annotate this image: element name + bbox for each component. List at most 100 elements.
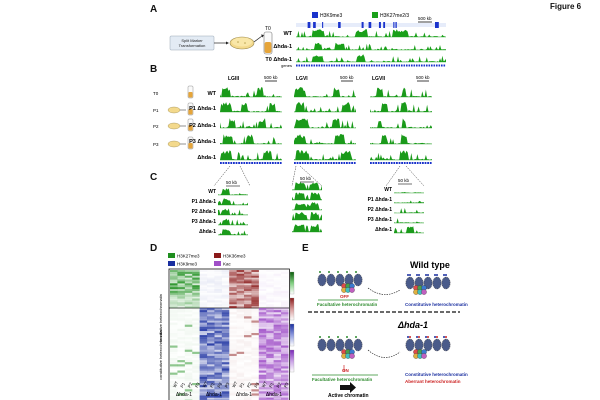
heatmap-cell — [170, 283, 178, 286]
heatmap-cell — [244, 302, 252, 305]
heatmap-cell — [244, 320, 252, 323]
b-gene-mark — [266, 162, 269, 164]
heatmap-cell — [251, 283, 259, 286]
heatmap-cell — [214, 366, 222, 369]
heatmap-cell — [214, 368, 222, 371]
heatmap-cell — [274, 281, 282, 283]
heatmap-cell — [214, 290, 222, 293]
e-down-arrow — [340, 382, 356, 393]
heatmap-cell — [258, 362, 267, 365]
heatmap-cell — [237, 377, 245, 379]
heatmap-cell — [207, 353, 215, 357]
heatmap-cell — [214, 316, 222, 319]
a-gene-mark — [418, 64, 421, 67]
heatmap-cell — [229, 331, 237, 333]
heatmap-cell — [281, 318, 289, 321]
heatmap-cell — [258, 351, 267, 354]
heatmap-cell — [214, 289, 222, 291]
heatmap-cell — [251, 296, 259, 299]
heatmap-cell — [266, 304, 274, 307]
heatmap-cell — [221, 395, 230, 398]
heatmap-cell — [244, 285, 252, 288]
heatmap-cell — [244, 300, 252, 303]
heatmap-cell — [177, 325, 185, 327]
heatmap-cell — [192, 275, 200, 278]
heatmap-cell — [251, 294, 259, 297]
heatmap-cell — [244, 277, 252, 280]
a-track-t0 — [296, 54, 446, 62]
a-gene-mark — [343, 64, 346, 67]
heatmap-column-label: P2 — [216, 381, 223, 389]
heatmap-cell — [192, 271, 200, 274]
heatmap-cell — [221, 322, 230, 325]
heatmap-cell — [184, 306, 193, 309]
heatmap-cell — [222, 299, 230, 301]
heatmap-cell — [229, 351, 237, 354]
heatmap-cell — [177, 314, 185, 317]
heatmap-cell — [170, 356, 178, 358]
heatmap-cell — [170, 279, 178, 282]
heatmap-cell — [281, 271, 289, 274]
heatmap-cell — [192, 308, 200, 310]
e-nucleosome-con-mut-mark — [443, 336, 445, 338]
panel-a-track-label-wt: WT — [283, 31, 292, 37]
heatmap-cell — [259, 291, 267, 293]
heatmap-cell — [185, 371, 193, 373]
heatmap-cell — [273, 294, 282, 297]
heatmap-cell — [281, 314, 289, 317]
heatmap-cell — [221, 349, 230, 352]
heatmap-cell — [199, 333, 208, 336]
heatmap-cell — [281, 333, 289, 336]
b-gene-mark — [343, 162, 346, 164]
heatmap-cell — [184, 347, 193, 350]
panel-b-track-label-p3: P3 Δhda-1 — [189, 139, 216, 145]
b-gene-mark — [235, 162, 238, 164]
heatmap-cell — [258, 322, 267, 325]
heatmap-cell — [266, 333, 274, 336]
panel-c-scale-label-3: 50 kb — [398, 178, 410, 183]
heatmap-cell — [281, 310, 289, 313]
e-nucleosome-con-wt-mark — [445, 274, 447, 276]
heatmap-cell — [273, 312, 282, 315]
heatmap-cell — [281, 281, 289, 283]
b-gene-mark — [327, 162, 330, 164]
heatmap-cell — [207, 347, 215, 350]
heatmap-cell — [273, 339, 282, 342]
heatmap-cell — [214, 341, 222, 344]
heatmap-cell — [251, 389, 259, 392]
heatmap-cell — [199, 320, 208, 323]
heatmap-cell — [214, 378, 222, 382]
heatmap-cell — [281, 285, 289, 287]
heatmap-cell — [199, 281, 208, 284]
heatmap-cell — [199, 343, 208, 346]
heatmap-cell — [214, 397, 222, 400]
heatmap-cell — [251, 393, 259, 396]
a-gene-mark — [381, 64, 383, 67]
heatmap-cell — [207, 339, 215, 342]
heatmap-cell — [259, 270, 267, 272]
heatmap-cell — [281, 385, 289, 388]
heatmap-cell — [221, 339, 230, 342]
heatmap-cell — [229, 281, 237, 284]
heatmap-cell — [273, 374, 282, 377]
heatmap-cell — [251, 312, 259, 314]
heatmap-cell — [281, 349, 289, 352]
e-nucleosome-con-mut-mark — [436, 336, 438, 338]
heatmap-cell — [281, 395, 289, 398]
a-h3k9-peak — [361, 22, 364, 28]
heatmap-cell — [229, 312, 237, 315]
heatmap-cell — [229, 368, 237, 370]
heatmap-cell — [214, 270, 222, 272]
heatmap-cell — [192, 312, 200, 314]
heatmap-cell — [214, 279, 222, 282]
heatmap-cell — [192, 362, 200, 364]
heatmap-cell — [266, 355, 274, 359]
heatmap-cell — [251, 308, 259, 311]
d-legend-swatch-h3k9me3 — [168, 261, 175, 266]
heatmap-cell — [199, 330, 208, 334]
heatmap-cell — [214, 296, 222, 299]
heatmap-cell — [229, 287, 237, 290]
heatmap-cell — [266, 393, 274, 396]
heatmap-cell — [273, 393, 282, 396]
heatmap-cell — [177, 375, 185, 377]
